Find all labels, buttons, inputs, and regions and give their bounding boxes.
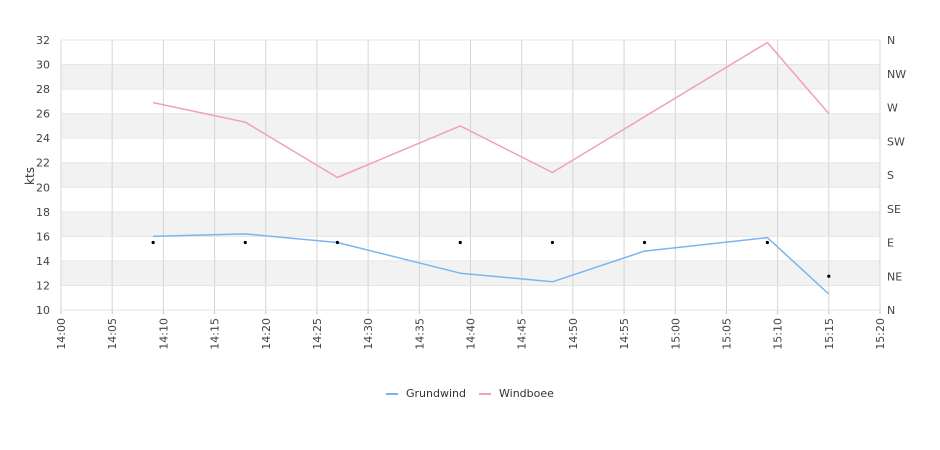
y-axis-tick-labels: 10 12 14 16 18 20 22 24 26 28 30 32 bbox=[36, 34, 50, 317]
direction-marker bbox=[642, 240, 647, 245]
x-tick-label: 15:15 bbox=[823, 318, 836, 350]
x-tick-label: 15:00 bbox=[669, 318, 682, 350]
legend-label-windboee: Windboee bbox=[499, 387, 554, 400]
y-tick-label: 24 bbox=[36, 132, 50, 145]
y-tick-label: 18 bbox=[36, 206, 50, 219]
y2-tick-label: N bbox=[887, 34, 895, 47]
series-lines bbox=[152, 41, 830, 295]
y-axis-title: kts bbox=[23, 167, 37, 185]
y2-tick-label: E bbox=[887, 237, 894, 250]
y-tick-label: 26 bbox=[36, 108, 50, 121]
legend: Grundwind Windboee bbox=[386, 387, 554, 400]
direction-marker bbox=[550, 240, 555, 245]
x-tick-label: 15:20 bbox=[874, 318, 887, 350]
series-line-grundwind bbox=[153, 233, 830, 295]
y2-axis-direction-labels: N NE E SE S SW W NW N bbox=[887, 34, 906, 317]
x-tick-label: 14:20 bbox=[260, 318, 273, 350]
legend-label-grundwind: Grundwind bbox=[406, 387, 466, 400]
y2-tick-label: N bbox=[887, 304, 895, 317]
x-tick-label: 14:15 bbox=[209, 318, 222, 350]
y2-tick-label: S bbox=[887, 169, 894, 182]
direction-markers bbox=[151, 240, 831, 278]
x-tick-label: 14:55 bbox=[618, 318, 631, 350]
y-tick-label: 14 bbox=[36, 255, 50, 268]
x-axis-tick-labels: 14:00 14:05 14:10 14:15 14:20 14:25 14:30 14:35… bbox=[55, 318, 887, 350]
y-tick-label: 30 bbox=[36, 59, 50, 72]
x-tick-label: 15:10 bbox=[772, 318, 785, 350]
y-tick-label: 28 bbox=[36, 83, 50, 96]
horizontal-gridlines bbox=[61, 39, 880, 311]
x-tick-label: 14:35 bbox=[413, 318, 426, 350]
series-line-windboee bbox=[152, 41, 830, 179]
direction-marker bbox=[765, 240, 769, 245]
y-tick-label: 12 bbox=[36, 279, 50, 292]
y-tick-label: 16 bbox=[36, 230, 50, 243]
direction-marker bbox=[458, 240, 462, 245]
direction-marker bbox=[827, 274, 831, 278]
x-tick-label: 14:50 bbox=[567, 318, 580, 350]
y2-tick-label: W bbox=[887, 102, 898, 115]
vertical-gridlines bbox=[60, 40, 881, 314]
direction-marker bbox=[335, 240, 340, 245]
x-tick-label: 14:45 bbox=[516, 318, 529, 350]
y-tick-label: 20 bbox=[36, 181, 50, 194]
x-tick-label: 14:25 bbox=[311, 318, 324, 350]
y2-tick-label: SW bbox=[887, 135, 905, 148]
y2-tick-label: NE bbox=[887, 270, 902, 283]
x-tick-label: 14:05 bbox=[106, 318, 119, 350]
y2-tick-label: NW bbox=[887, 68, 906, 81]
y2-tick-label: SE bbox=[887, 203, 901, 216]
x-tick-label: 14:00 bbox=[55, 318, 68, 350]
y-tick-label: 32 bbox=[36, 34, 50, 47]
x-tick-label: 14:10 bbox=[157, 318, 170, 350]
x-tick-label: 14:40 bbox=[465, 318, 478, 350]
x-tick-label: 15:05 bbox=[720, 318, 733, 350]
y-tick-label: 10 bbox=[36, 304, 50, 317]
direction-marker bbox=[243, 240, 247, 245]
x-tick-label: 14:30 bbox=[362, 318, 375, 350]
y-tick-label: 22 bbox=[36, 157, 50, 170]
direction-marker bbox=[151, 240, 155, 245]
